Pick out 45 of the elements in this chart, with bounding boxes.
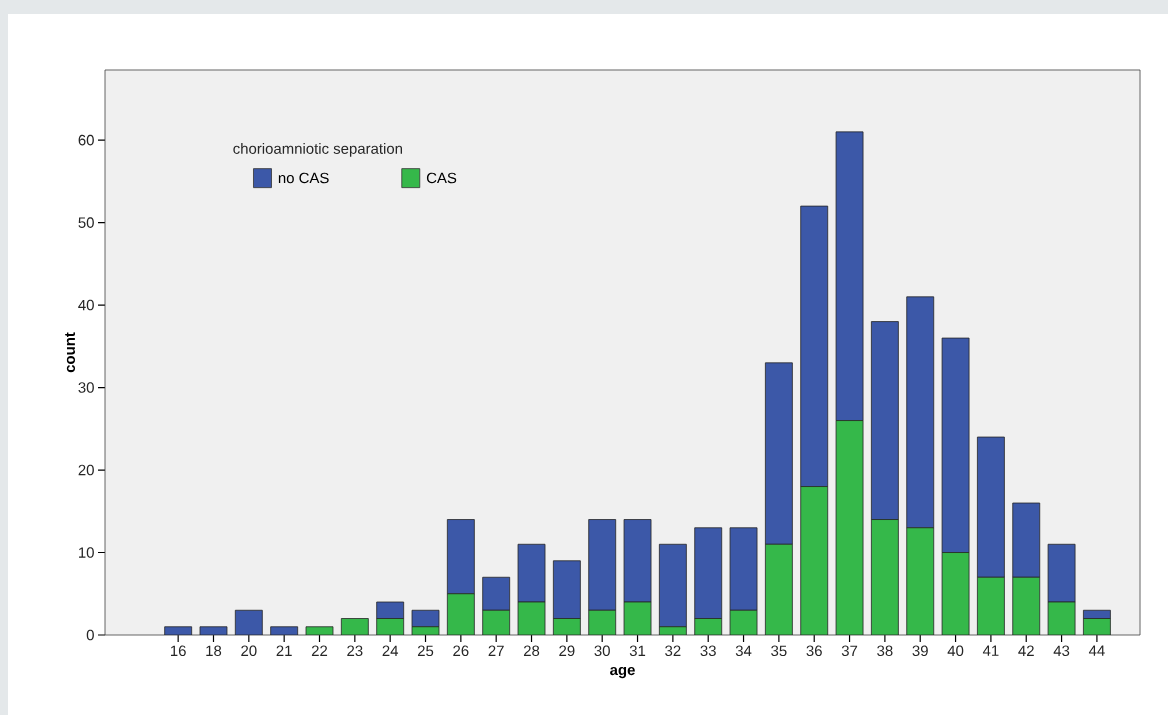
y-tick-label: 60 — [78, 134, 94, 146]
x-tick-label: 18 — [206, 645, 222, 657]
bar — [305, 626, 334, 635]
x-tick-label: 29 — [559, 645, 575, 657]
x-axis-title: age — [610, 666, 635, 679]
legend-label: no CAS — [278, 172, 329, 184]
y-axis-title: count — [65, 332, 76, 373]
x-tick-label: 30 — [594, 645, 610, 657]
bar — [270, 626, 299, 635]
x-tick-label: 20 — [241, 645, 257, 657]
x-tick-label: 33 — [700, 645, 716, 657]
x-tick-label: 37 — [841, 645, 858, 657]
x-tick-label: 39 — [912, 645, 928, 657]
y-tick-label: 50 — [78, 217, 94, 228]
x-tick-label: 44 — [1088, 645, 1105, 656]
bar — [164, 626, 193, 635]
legend-title: chorioamniotic separation — [233, 142, 402, 157]
y-tick-label: 30 — [78, 382, 94, 393]
x-tick-label: 21 — [276, 645, 292, 656]
x-tick-label: 34 — [735, 645, 752, 657]
x-tick-label: 35 — [771, 645, 787, 657]
x-tick-label: 16 — [170, 645, 186, 657]
x-tick-label: 38 — [877, 645, 893, 657]
bar — [340, 618, 369, 635]
legend-label: CAS — [426, 172, 457, 184]
x-tick-label: 23 — [347, 645, 363, 657]
x-tick-label: 42 — [1018, 645, 1034, 656]
bar — [234, 609, 263, 635]
x-tick-label: 25 — [417, 645, 434, 657]
x-tick-label: 36 — [806, 645, 822, 657]
y-tick-label: 20 — [78, 464, 94, 476]
y-tick-label: 0 — [86, 629, 94, 641]
x-tick-label: 22 — [311, 645, 328, 656]
y-tick-label: 40 — [78, 299, 94, 311]
x-tick-label: 43 — [1053, 645, 1070, 657]
x-tick-label: 24 — [382, 645, 399, 656]
x-tick-label: 27 — [488, 645, 504, 656]
x-tick-label: 28 — [523, 645, 540, 657]
x-tick-label: 32 — [665, 645, 681, 657]
y-tick-label: 10 — [79, 547, 94, 558]
x-tick-label: 26 — [453, 645, 469, 657]
x-tick-label: 40 — [947, 645, 964, 657]
x-tick-label: 41 — [982, 645, 999, 656]
bar — [199, 626, 228, 635]
x-tick-label: 31 — [629, 645, 646, 657]
